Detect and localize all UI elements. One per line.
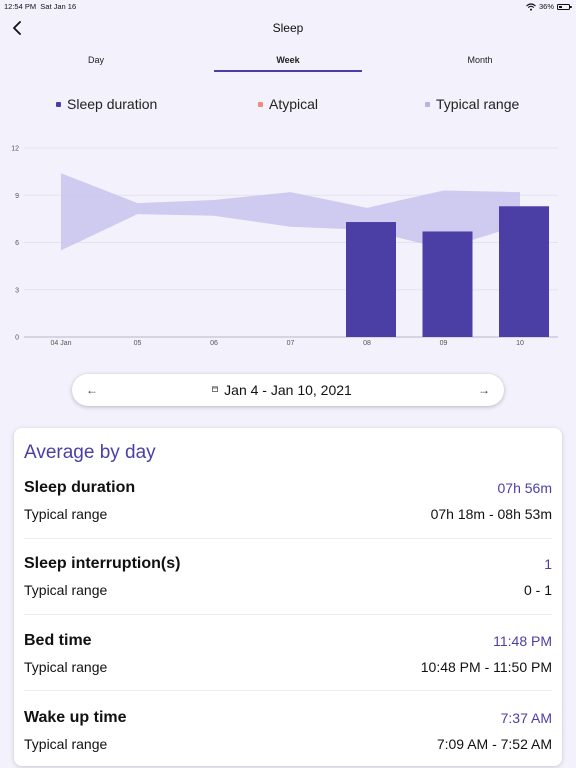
metric-value: 1: [544, 556, 552, 572]
metric-label: Bed time: [24, 632, 92, 649]
x-tick-label: 05: [134, 340, 142, 347]
chart-legend: Sleep duration Atypical Typical range: [0, 96, 576, 116]
status-date: Sat Jan 16: [40, 2, 77, 11]
x-tick-label: 07: [287, 340, 295, 347]
legend-swatch: [425, 101, 430, 107]
legend-label: Sleep duration: [67, 96, 158, 112]
status-time-date: 12:54 PM Sat Jan 16: [4, 2, 76, 11]
sleep-duration-bar: [499, 206, 549, 337]
tab-month[interactable]: Month: [384, 50, 576, 72]
battery-level: [559, 5, 563, 8]
arrow-right-icon: →: [478, 383, 490, 397]
legend-atypical: Atypical: [258, 96, 318, 112]
tab-week[interactable]: Week: [214, 50, 362, 72]
arrow-left-icon: ←: [86, 383, 98, 397]
status-bar: 12:54 PM Sat Jan 16 36%: [0, 0, 576, 12]
status-time: 12:54 PM: [4, 2, 37, 11]
y-tick-label: 0: [15, 335, 19, 342]
sleep-duration-bar: [422, 231, 473, 337]
sleep-duration-bar: [346, 222, 396, 337]
tab-label: Week: [276, 55, 300, 65]
legend-label: Atypical: [269, 96, 319, 112]
page-title: Sleep: [272, 21, 304, 35]
typical-range-label: Typical range: [24, 659, 108, 675]
wifi-icon: [526, 2, 536, 11]
tab-label: Day: [87, 55, 104, 65]
chevron-left-icon: [13, 21, 21, 35]
average-by-day-card: Average by day Sleep duration 07h 56m Ty…: [14, 428, 562, 766]
y-tick-label: 9: [15, 193, 19, 200]
x-tick-label: 04 Jan: [50, 340, 71, 347]
section-divider: [24, 538, 552, 539]
section-divider: [24, 614, 552, 615]
typical-range-value: 10:48 PM - 11:50 PM: [420, 659, 552, 675]
typical-range-value: 07h 18m - 08h 53m: [430, 506, 552, 522]
status-indicators: 36%: [526, 2, 572, 11]
legend-swatch: [56, 101, 61, 107]
legend-label: Typical range: [436, 96, 520, 112]
period-tabs: Day Week Month: [0, 50, 576, 72]
battery-percent: 36%: [538, 2, 554, 11]
x-tick-label: 09: [440, 340, 448, 347]
previous-week-button[interactable]: ←: [78, 374, 106, 406]
tab-label: Month: [467, 55, 493, 65]
back-button[interactable]: [6, 17, 28, 39]
legend-typical-range: Typical range: [425, 96, 519, 112]
tab-active-indicator: [214, 70, 362, 72]
legend-sleep-duration: Sleep duration: [56, 96, 157, 112]
y-tick-label: 3: [15, 287, 19, 294]
x-tick-label: 08: [363, 340, 371, 347]
typical-range-label: Typical range: [24, 582, 108, 598]
battery-icon: [557, 3, 572, 10]
card-title: Average by day: [24, 442, 156, 463]
typical-range-value: 0 - 1: [523, 582, 552, 598]
section-divider: [24, 690, 552, 691]
metric-label: Wake up time: [24, 709, 127, 726]
metric-label: Sleep duration: [24, 479, 136, 496]
next-week-button[interactable]: →: [470, 374, 498, 406]
date-range-selector: ← Jan 4 - Jan 10, 2021 →: [72, 374, 504, 406]
metric-value: 7:37 AM: [500, 710, 552, 726]
typical-range-label: Typical range: [24, 736, 108, 752]
tab-day[interactable]: Day: [0, 50, 192, 72]
date-range-label: Jan 4 - Jan 10, 2021: [224, 382, 352, 398]
nav-header: Sleep: [0, 14, 576, 42]
sleep-week-chart: 0 3 6 9 12 04 Jan 05 06 07 08 09 10: [11, 146, 558, 347]
legend-swatch: [258, 101, 263, 107]
x-tick-label: 10: [516, 340, 524, 347]
typical-range-label: Typical range: [24, 506, 108, 522]
metric-value: 07h 56m: [497, 480, 552, 496]
metric-label: Sleep interruption(s): [24, 555, 181, 572]
x-tick-label: 06: [210, 340, 218, 347]
typical-range-value: 7:09 AM - 7:52 AM: [436, 736, 552, 752]
y-tick-label: 12: [11, 146, 19, 153]
y-tick-label: 6: [15, 240, 19, 247]
calendar-icon[interactable]: [212, 386, 218, 392]
metric-value: 11:48 PM: [493, 633, 552, 649]
typical-range-band: [61, 173, 520, 251]
